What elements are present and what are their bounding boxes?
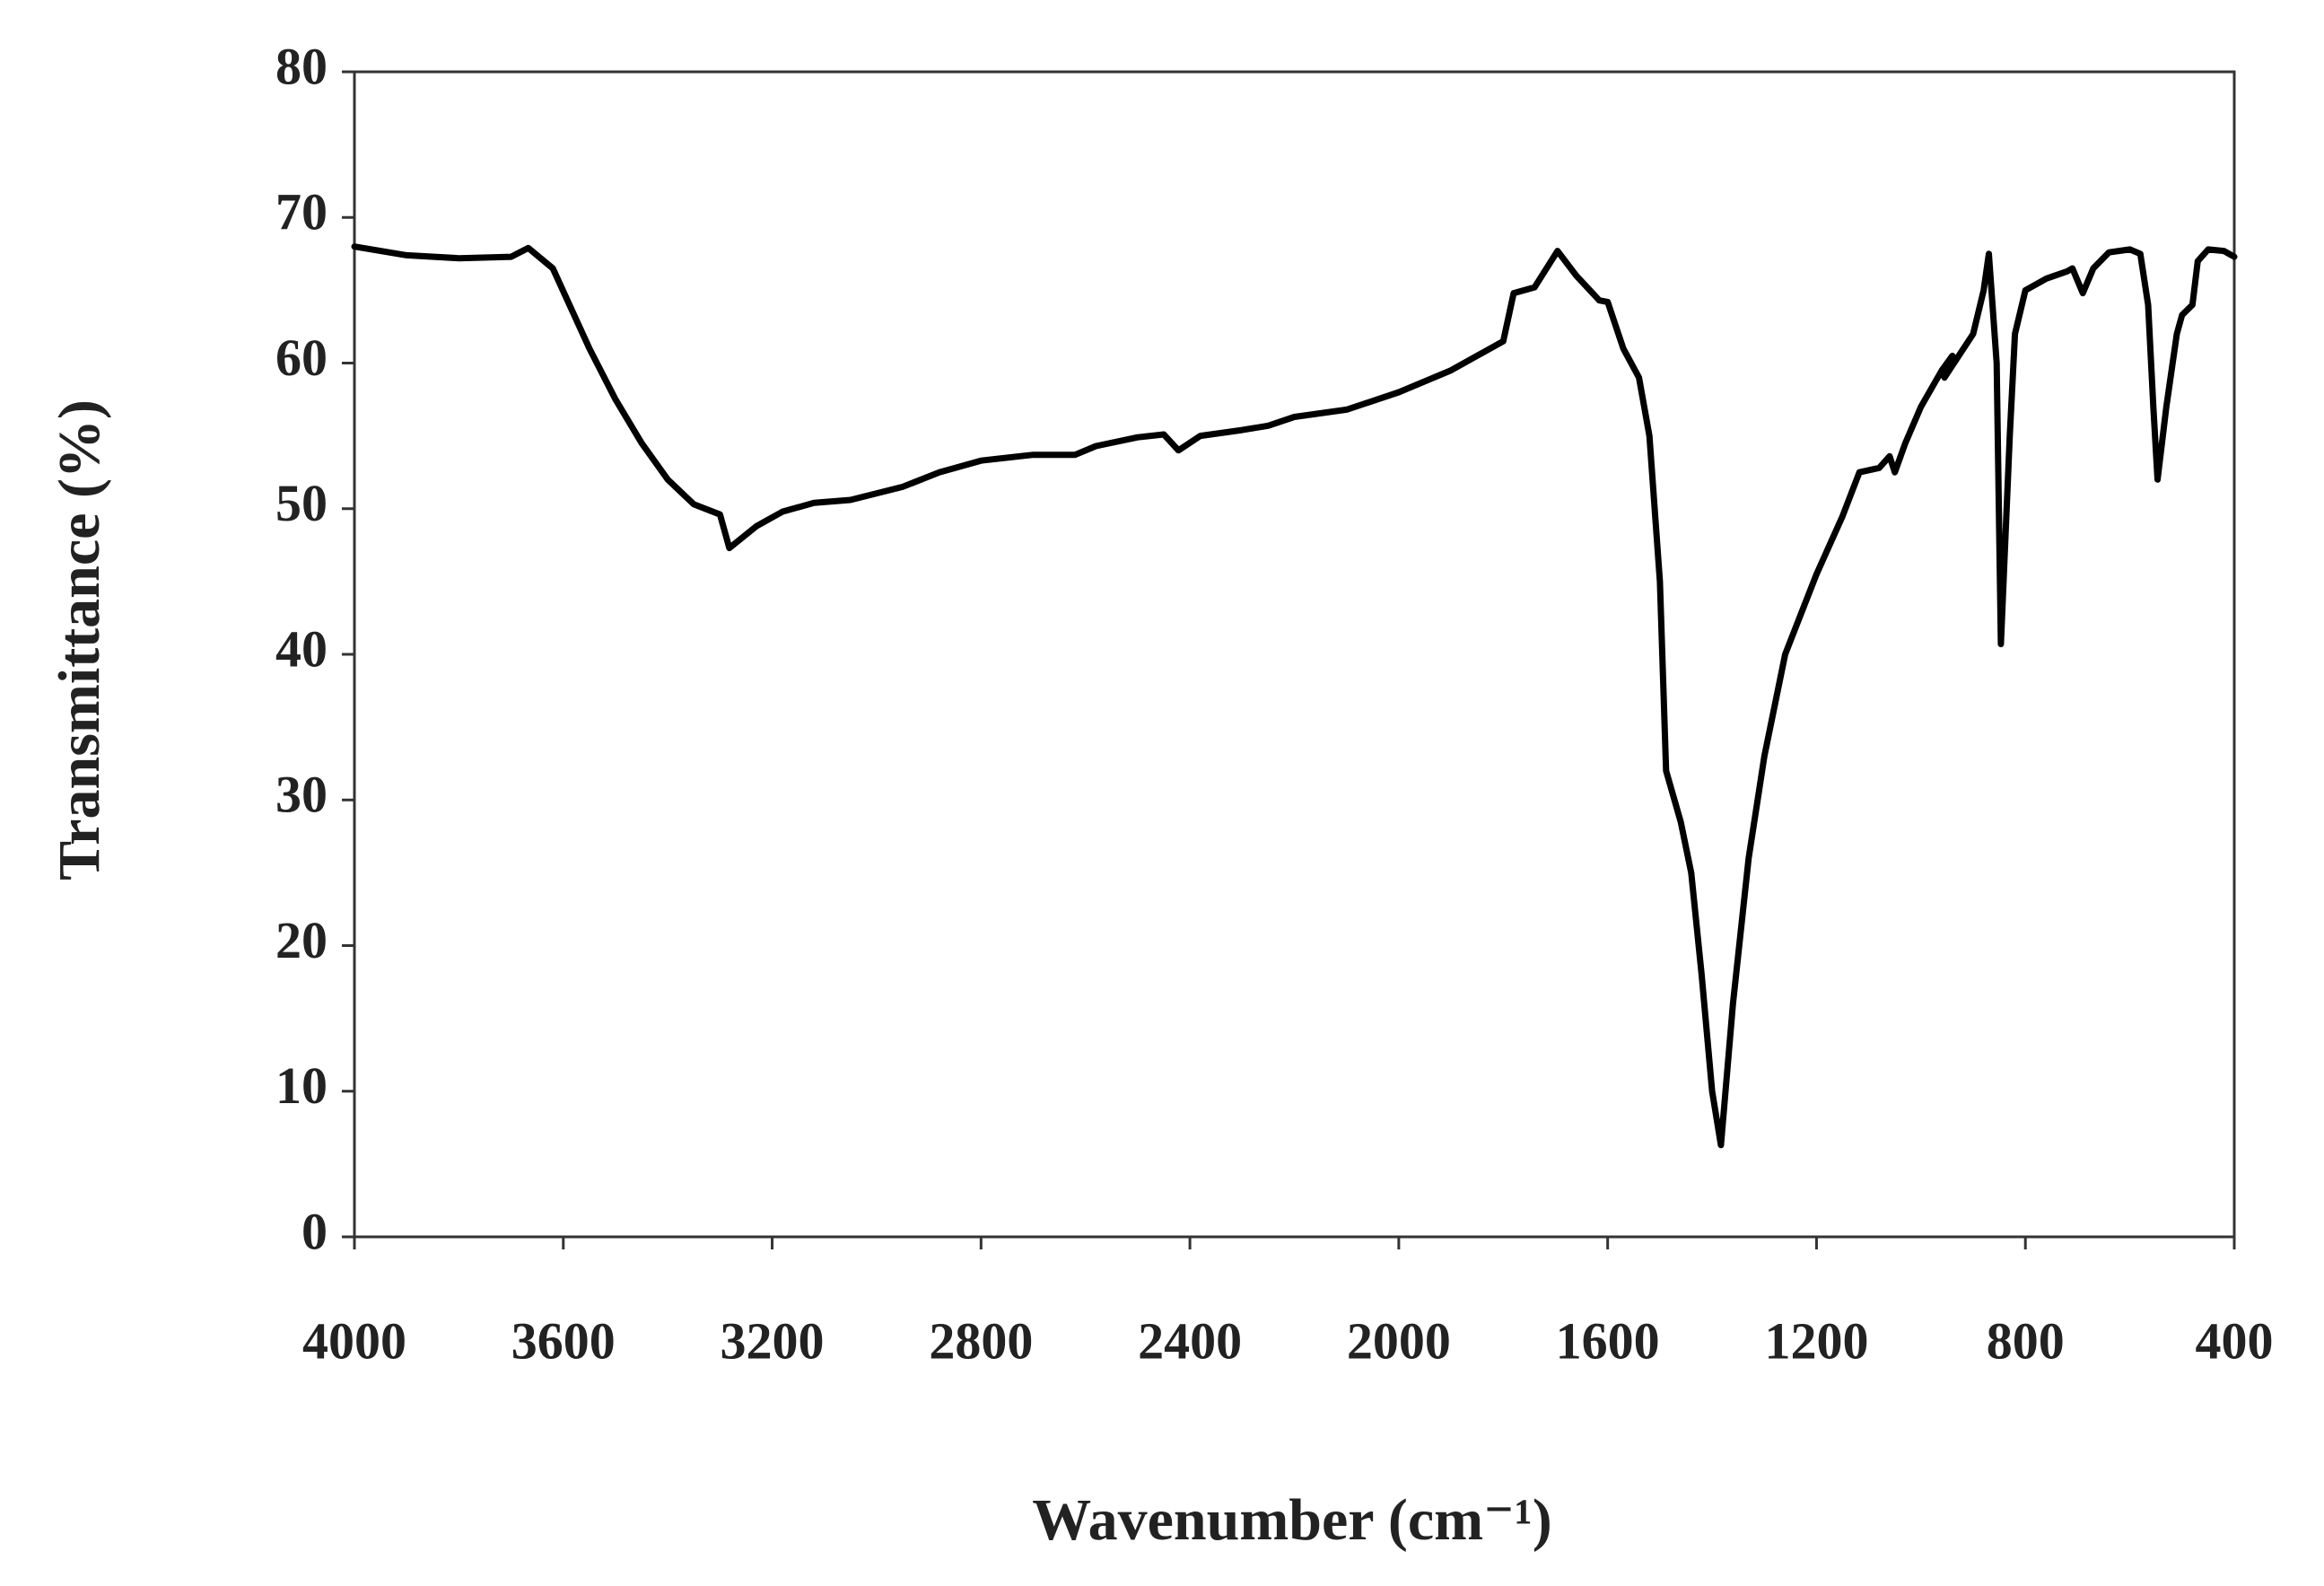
x-tick-label: 400	[2196, 1311, 2274, 1370]
x-tick-label: 1200	[1764, 1311, 1868, 1370]
y-tick-label: 70	[275, 183, 328, 241]
x-tick-label: 2400	[1138, 1311, 1242, 1370]
x-axis-title: Wavenumber (cm⁻¹)	[1032, 1487, 1552, 1553]
x-tick-label: 800	[1987, 1311, 2065, 1370]
x-tick-label: 3200	[721, 1311, 825, 1370]
x-tick-label: 2000	[1347, 1311, 1451, 1370]
y-axis-title: Transmittance (%)	[47, 399, 112, 881]
y-tick-label: 40	[275, 619, 328, 678]
spectrum-line	[351, 243, 2238, 1149]
y-tick-label: 30	[275, 766, 328, 824]
x-tick-label: 2800	[929, 1311, 1033, 1370]
x-tick-label: 3600	[511, 1311, 616, 1370]
plot-frame	[353, 70, 2236, 1239]
y-tick-label: 50	[275, 474, 328, 532]
y-tick-label: 20	[275, 911, 328, 969]
x-tick-label: 1600	[1556, 1311, 1660, 1370]
y-tick-label: 80	[275, 37, 328, 95]
y-tick-label: 10	[275, 1056, 328, 1115]
y-tick-label: 60	[275, 329, 328, 387]
y-tick-label: 0	[301, 1202, 328, 1260]
x-tick-label: 4000	[302, 1311, 406, 1370]
